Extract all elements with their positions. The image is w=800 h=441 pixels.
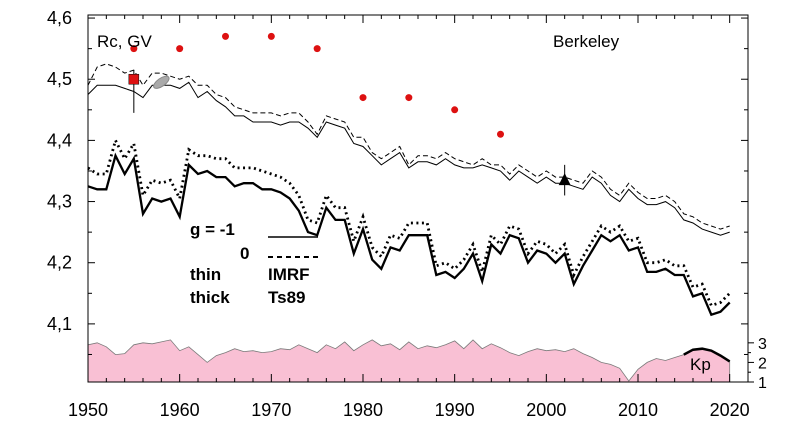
kp-tick-label: 3 [758, 336, 767, 353]
y-tick-label: 4,4 [47, 130, 72, 150]
legend-g-label: g = -1 [190, 220, 235, 239]
measured-point [130, 45, 138, 53]
gray-ellipse-marker [153, 75, 170, 89]
y-tick-label: 4,5 [47, 69, 72, 89]
black-triangle-marker [558, 173, 571, 186]
measured-point [497, 130, 504, 138]
kp-label: Kp [690, 355, 711, 374]
legend-g-zero: 0 [240, 244, 249, 263]
x-tick-label: 2000 [526, 400, 566, 420]
y-tick-label: 4,2 [47, 253, 72, 273]
chart-title: Berkeley [553, 32, 620, 51]
x-tick-label: 2020 [710, 400, 750, 420]
y-axis-title: Rc, GV [97, 32, 152, 51]
plot-frame [87, 14, 749, 383]
measured-point [451, 106, 459, 114]
measured-point [313, 45, 321, 53]
x-tick-label: 1970 [251, 400, 291, 420]
y-tick-label: 4,6 [47, 8, 72, 28]
legend: g = -1 0 thin thick IMRF Ts89 [190, 220, 318, 307]
x-tick-label: 1990 [435, 400, 475, 420]
x-tick-label: 1960 [160, 400, 200, 420]
measured-point [405, 94, 413, 102]
legend-thin-label: thin [190, 265, 221, 284]
measured-point [176, 45, 184, 53]
axes-layer: 1950 1960 1970 1980 1990 2000 2010 2020 4,1 4,2 4,… [47, 8, 767, 420]
series-line-thick-solid [87, 152, 731, 317]
y-tick-label: 4,1 [47, 314, 72, 334]
legend-model-thin: IMRF [268, 265, 310, 284]
kp-tick-label: 2 [758, 355, 767, 372]
kp-tick-label: 1 [758, 375, 767, 392]
kp-area [87, 339, 731, 383]
markers-layer [128, 32, 571, 196]
cutoff-lines-layer [87, 63, 731, 317]
kp-recent-line [683, 347, 731, 363]
series-line-thick-dotted [87, 136, 731, 308]
series-line-thin-dashed [87, 63, 730, 230]
measured-point [267, 32, 275, 40]
series-line-thin-solid [87, 81, 730, 236]
x-tick-label: 1980 [343, 400, 383, 420]
legend-model-thick: Ts89 [268, 288, 306, 307]
x-tick-label: 1950 [68, 400, 108, 420]
legend-thick-label: thick [190, 288, 230, 307]
kp-area-layer [87, 339, 731, 383]
red-square-marker [128, 73, 140, 85]
measured-point [222, 32, 229, 40]
x-tick-label: 2010 [618, 400, 658, 420]
y-tick-label: 4,3 [47, 192, 72, 212]
measured-point [359, 94, 367, 102]
